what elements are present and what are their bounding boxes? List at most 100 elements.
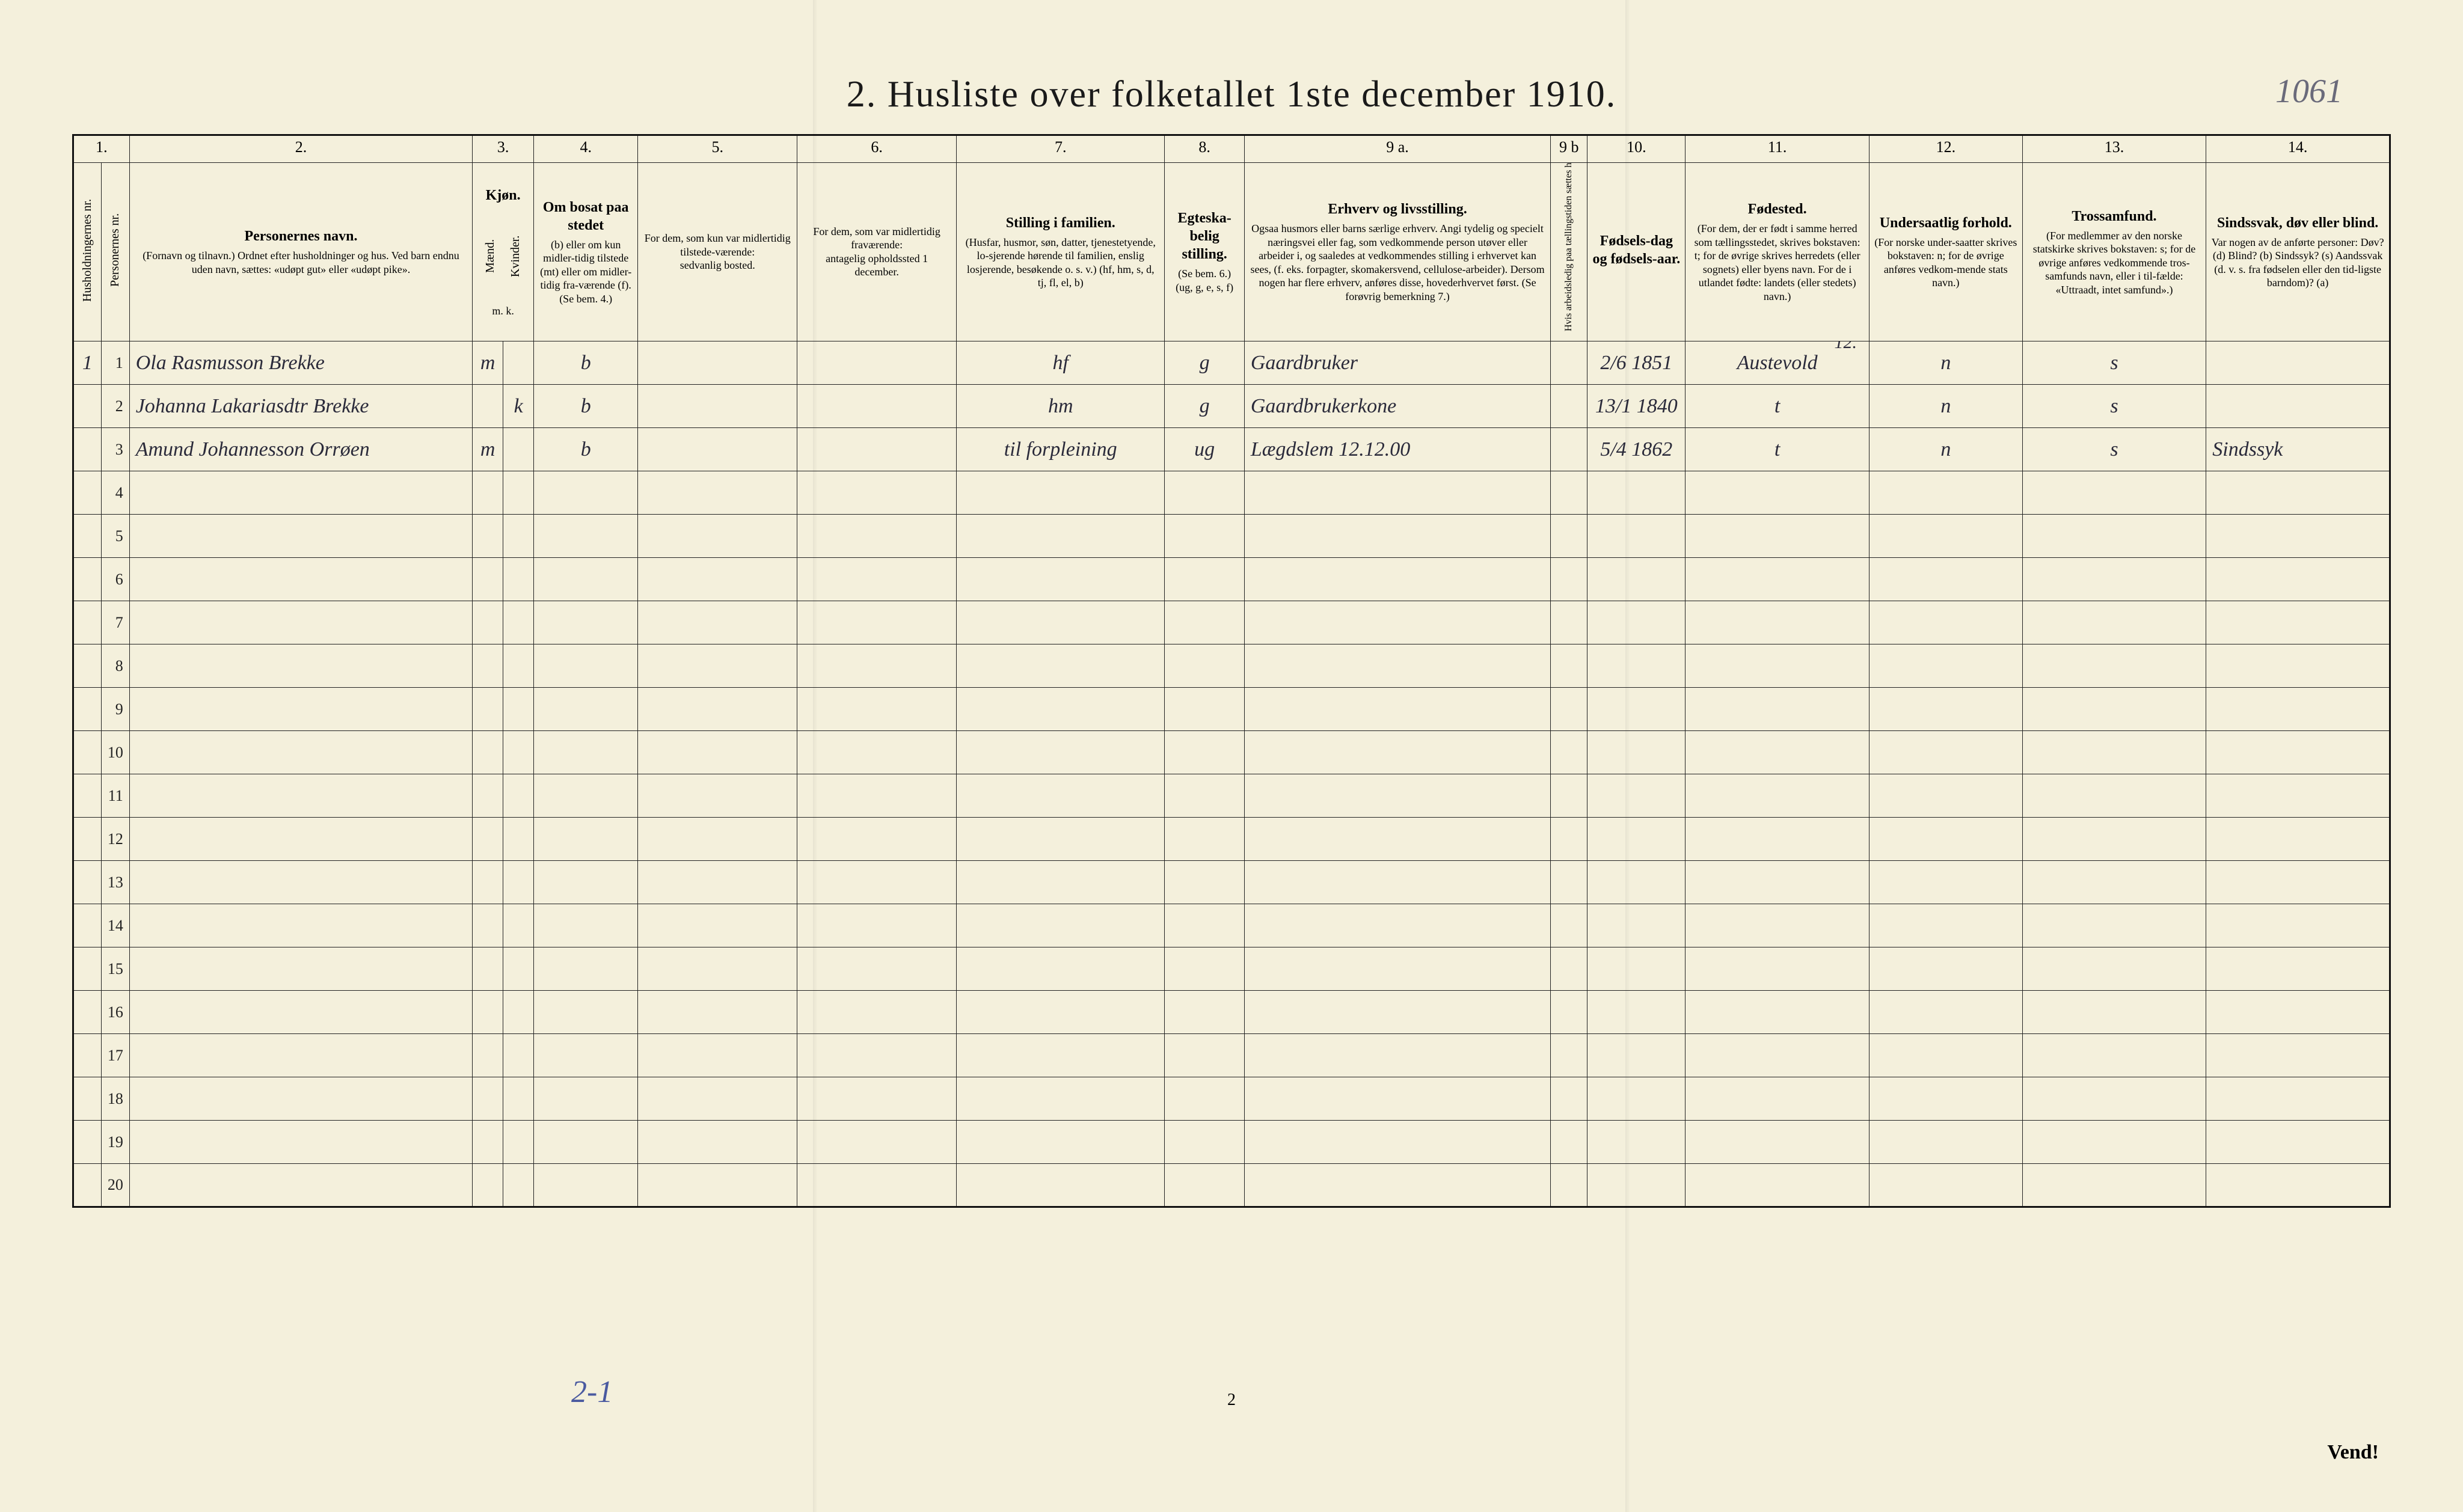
cell-mt-bosted	[638, 515, 797, 558]
cell-husholdning-nr	[73, 774, 102, 818]
colnum: 3.	[473, 135, 534, 162]
cell-sindssvak	[2206, 1077, 2390, 1121]
cell-trossamfund	[2022, 644, 2206, 688]
cell-frav-sted	[797, 1077, 957, 1121]
cell-undersaatlig	[1869, 558, 2022, 601]
cell-sindssvak	[2206, 1121, 2390, 1164]
cell-sex-m	[473, 774, 503, 818]
cell-fodested	[1685, 1164, 1869, 1207]
cell-person-nr: 15	[101, 947, 129, 991]
cell-sex-m	[473, 385, 503, 428]
cell-frav-sted	[797, 471, 957, 515]
cell-husholdning-nr	[73, 471, 102, 515]
cell-sex-k	[503, 471, 534, 515]
cell-erhverv	[1244, 1164, 1550, 1207]
header-row: Husholdningernes nr. Personernes nr. Per…	[73, 162, 2390, 341]
cell-erhverv: Gaardbruker	[1244, 341, 1550, 385]
cell-arbeidsledig	[1551, 991, 1587, 1034]
cell-fodselsdato: 5/4 1862	[1587, 428, 1685, 471]
cell-bosat	[534, 1121, 638, 1164]
cell-mt-bosted	[638, 1164, 797, 1207]
cell-fodselsdato	[1587, 644, 1685, 688]
cell-fodselsdato	[1587, 688, 1685, 731]
cell-mt-bosted	[638, 1077, 797, 1121]
cell-husholdning-nr	[73, 947, 102, 991]
vend-label: Vend!	[2327, 1441, 2379, 1464]
census-page: 1061 2. Husliste over folketallet 1ste d…	[0, 0, 2463, 1512]
table-body: 11Ola Rasmusson BrekkembhfgGaardbruker2/…	[73, 341, 2390, 1207]
cell-person-nr: 10	[101, 731, 129, 774]
cell-mt-bosted	[638, 644, 797, 688]
cell-mt-bosted	[638, 991, 797, 1034]
cell-familie	[957, 601, 1165, 644]
cell-bosat	[534, 558, 638, 601]
cell-undersaatlig	[1869, 947, 2022, 991]
colnum: 14.	[2206, 135, 2390, 162]
cell-fodselsdato	[1587, 1077, 1685, 1121]
cell-husholdning-nr	[73, 1121, 102, 1164]
cell-egteskab	[1165, 861, 1244, 904]
table-row: 16	[73, 991, 2390, 1034]
cell-sex-k	[503, 731, 534, 774]
cell-sex-m	[473, 731, 503, 774]
colnum: 8.	[1165, 135, 1244, 162]
cell-name: Amund Johannesson Orrøen	[129, 428, 473, 471]
cell-mt-bosted	[638, 774, 797, 818]
cell-undersaatlig	[1869, 1077, 2022, 1121]
cell-sex-k	[503, 644, 534, 688]
cell-name	[129, 515, 473, 558]
table-row: 14	[73, 904, 2390, 947]
cell-trossamfund	[2022, 774, 2206, 818]
cell-frav-sted	[797, 774, 957, 818]
cell-arbeidsledig	[1551, 341, 1587, 385]
cell-undersaatlig	[1869, 861, 2022, 904]
cell-undersaatlig	[1869, 471, 2022, 515]
cell-person-nr: 2	[101, 385, 129, 428]
cell-husholdning-nr	[73, 1034, 102, 1077]
cell-fodested	[1685, 861, 1869, 904]
cell-sex-k	[503, 1121, 534, 1164]
cell-sindssvak	[2206, 385, 2390, 428]
cell-sex-m	[473, 515, 503, 558]
cell-frav-sted	[797, 1164, 957, 1207]
cell-egteskab: ug	[1165, 428, 1244, 471]
table-row: 11Ola Rasmusson BrekkembhfgGaardbruker2/…	[73, 341, 2390, 385]
cell-fodselsdato	[1587, 904, 1685, 947]
cell-arbeidsledig	[1551, 861, 1587, 904]
cell-fodselsdato	[1587, 471, 1685, 515]
cell-frav-sted	[797, 644, 957, 688]
cell-husholdning-nr	[73, 515, 102, 558]
cell-person-nr: 11	[101, 774, 129, 818]
colnum: 12.	[1869, 135, 2022, 162]
cell-husholdning-nr	[73, 558, 102, 601]
cell-egteskab	[1165, 1121, 1244, 1164]
cell-person-nr: 5	[101, 515, 129, 558]
cell-sex-m	[473, 644, 503, 688]
cell-familie	[957, 558, 1165, 601]
cell-egteskab	[1165, 644, 1244, 688]
cell-name	[129, 601, 473, 644]
cell-name: Ola Rasmusson Brekke	[129, 341, 473, 385]
cell-bosat	[534, 731, 638, 774]
cell-erhverv	[1244, 1121, 1550, 1164]
cell-erhverv	[1244, 947, 1550, 991]
cell-husholdning-nr	[73, 731, 102, 774]
handwritten-footer-note: 2-1	[571, 1374, 613, 1410]
cell-frav-sted	[797, 558, 957, 601]
cell-person-nr: 14	[101, 904, 129, 947]
cell-familie	[957, 731, 1165, 774]
cell-familie	[957, 904, 1165, 947]
cell-familie	[957, 1077, 1165, 1121]
cell-sindssvak	[2206, 341, 2390, 385]
cell-name	[129, 471, 473, 515]
table-row: 9	[73, 688, 2390, 731]
cell-arbeidsledig	[1551, 644, 1587, 688]
header-midlertidig-tilstede: For dem, som kun var midlertidig tilsted…	[638, 162, 797, 341]
cell-undersaatlig	[1869, 991, 2022, 1034]
cell-sindssvak	[2206, 991, 2390, 1034]
cell-arbeidsledig	[1551, 558, 1587, 601]
cell-sindssvak	[2206, 1164, 2390, 1207]
colnum: 7.	[957, 135, 1165, 162]
cell-sex-k	[503, 688, 534, 731]
cell-name	[129, 818, 473, 861]
